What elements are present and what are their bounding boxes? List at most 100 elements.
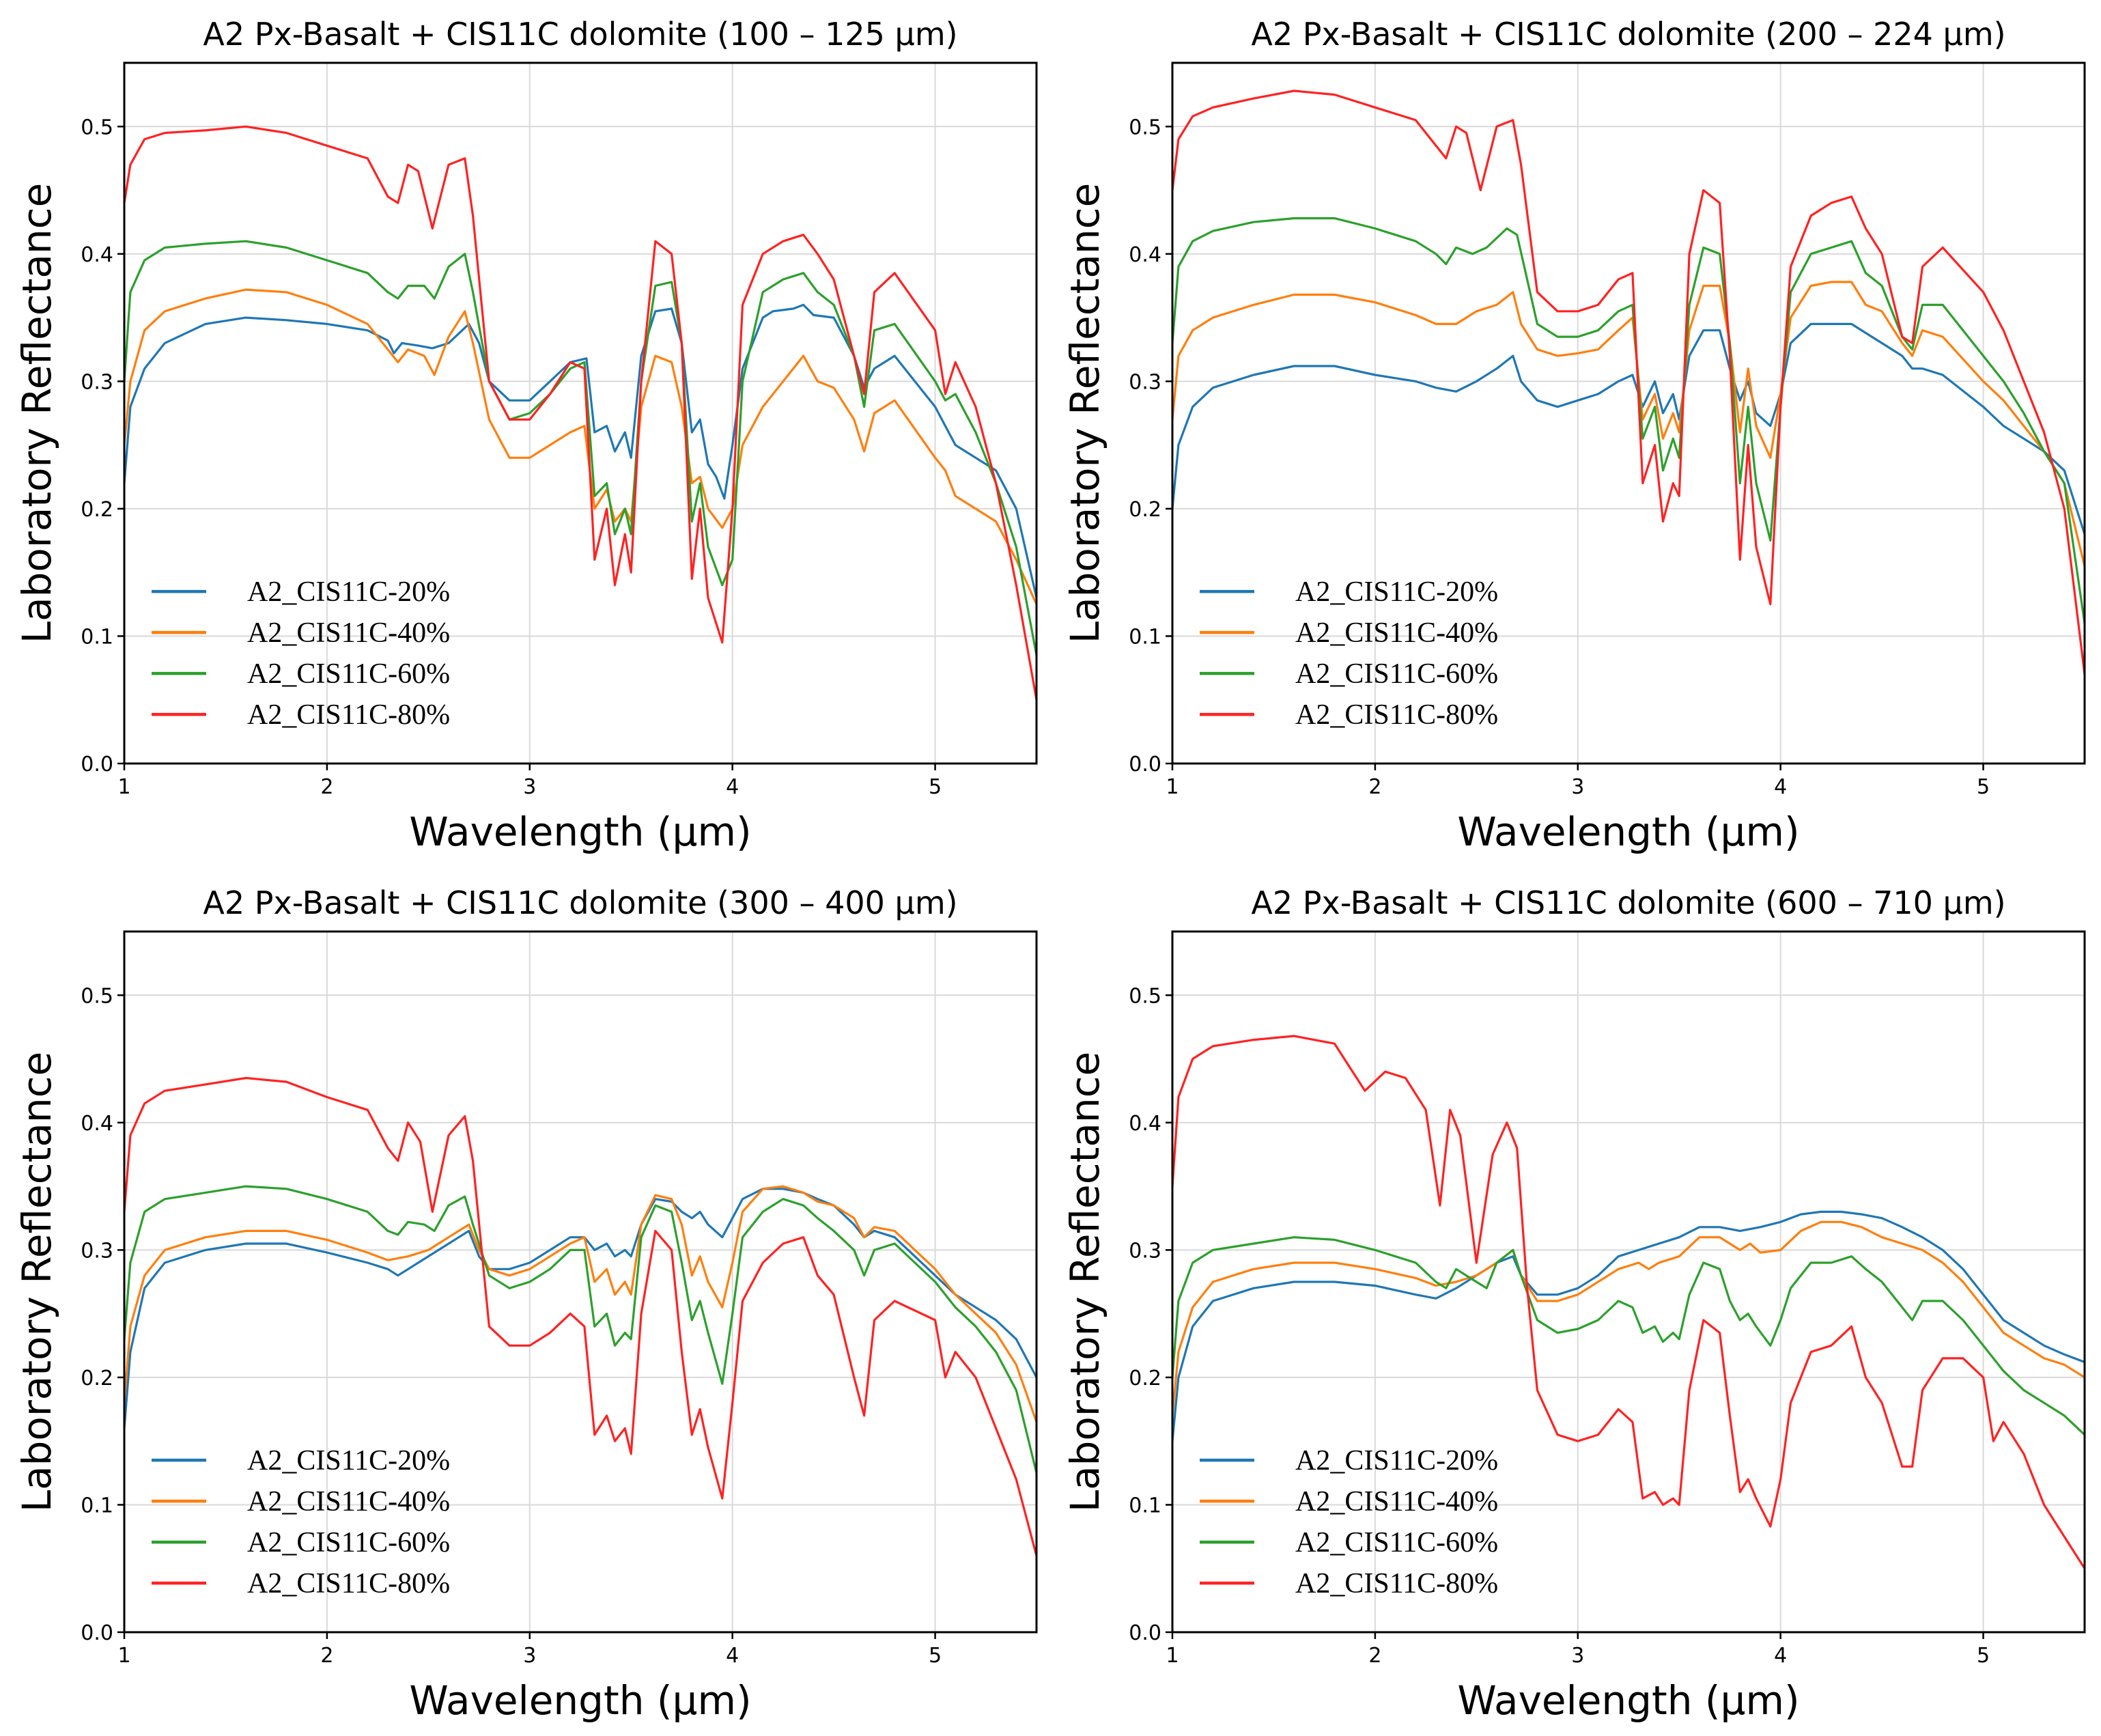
x-tick-label: 5 — [1977, 1644, 1990, 1668]
legend-entry-label: A2_CIS11C-80% — [1295, 699, 1498, 731]
y-tick-label: 0.5 — [81, 115, 113, 139]
x-tick-label: 1 — [117, 1644, 130, 1668]
plot-frame — [1171, 930, 2086, 1634]
series-line-3 — [124, 1185, 1037, 1474]
x-tick-label: 1 — [1166, 775, 1179, 799]
legend-entry-label: A2_CIS11C-20% — [247, 1445, 450, 1476]
x-tick-label: 3 — [523, 775, 536, 799]
series-line-2 — [124, 1185, 1037, 1423]
x-tick-label: 5 — [1977, 775, 1990, 799]
legend-entry-label: A2_CIS11C-80% — [247, 699, 450, 731]
y-tick-label: 0.4 — [81, 1112, 113, 1136]
x-tick-label: 3 — [1571, 1644, 1584, 1668]
x-tick-label: 1 — [1166, 1644, 1179, 1668]
legend-entry-label: A2_CIS11C-60% — [1295, 1527, 1498, 1558]
y-axis-label: Laboratory Reflectance — [14, 1052, 60, 1512]
legend-entry-label: A2_CIS11C-60% — [247, 658, 450, 690]
y-tick-label: 0.5 — [1129, 115, 1161, 139]
y-tick-label: 0.0 — [81, 1621, 113, 1645]
plot-frame — [123, 930, 1038, 1634]
y-tick-label: 0.1 — [81, 1494, 113, 1517]
y-tick-label: 0.0 — [1129, 1621, 1161, 1645]
y-tick-label: 0.1 — [81, 625, 113, 649]
y-tick-label: 0.4 — [81, 243, 113, 267]
y-tick-label: 0.3 — [1129, 1239, 1161, 1263]
series-line-2 — [124, 288, 1037, 606]
plot-frame — [123, 61, 1038, 765]
x-axis-label: Wavelength (μm) — [1457, 809, 1799, 855]
legend-entry-label: A2_CIS11C-80% — [247, 1568, 450, 1599]
chart-title: A2 Px-Basalt + CIS11C dolomite (100 – 12… — [203, 16, 957, 53]
y-tick-label: 0.2 — [1129, 1367, 1161, 1390]
y-axis-label: Laboratory Reflectance — [1062, 1052, 1108, 1512]
chart-panel-3: 1 2 3 4 5 0.0 0.1 0.2 0.3 0.4 0.5 A2 Px-Basalt + CI… — [14, 884, 1038, 1724]
x-axis-label: Wavelength (μm) — [409, 809, 751, 855]
y-tick-label: 0.0 — [1129, 753, 1161, 776]
legend-entry-label: A2_CIS11C-20% — [1295, 576, 1498, 608]
legend-entry-label: A2_CIS11C-40% — [1295, 1486, 1498, 1517]
legend: A2_CIS11C-20% A2_CIS11C-40% A2_CIS11C-60% A… — [152, 576, 450, 731]
legend-entry-label: A2_CIS11C-20% — [247, 576, 450, 608]
x-tick-label: 2 — [1368, 775, 1381, 799]
legend: A2_CIS11C-20% A2_CIS11C-40% A2_CIS11C-60% A… — [152, 1445, 450, 1599]
y-tick-label: 0.4 — [1129, 1112, 1161, 1136]
y-tick-label: 0.2 — [81, 1367, 113, 1390]
legend-entry-label: A2_CIS11C-60% — [1295, 658, 1498, 690]
series-line-1 — [124, 1188, 1037, 1430]
legend: A2_CIS11C-20% A2_CIS11C-40% A2_CIS11C-60% A… — [1200, 1445, 1498, 1599]
y-axis-label: Laboratory Reflectance — [1062, 183, 1108, 643]
y-axis-label: Laboratory Reflectance — [14, 183, 60, 643]
y-tick-label: 0.4 — [1129, 243, 1161, 267]
chart-panel-1: 1 2 3 4 5 0.0 0.1 0.2 0.3 0.4 0.5 A2 Px-Basalt + CI… — [14, 16, 1038, 855]
x-axis-label: Wavelength (μm) — [1457, 1677, 1799, 1724]
x-tick-label: 5 — [929, 1644, 942, 1668]
series-line-2 — [1172, 281, 2085, 568]
plot-frame — [1171, 61, 2086, 765]
series-line-4 — [124, 1076, 1037, 1557]
chart-title: A2 Px-Basalt + CIS11C dolomite (300 – 40… — [203, 884, 957, 921]
x-tick-label: 4 — [726, 775, 739, 799]
legend-entry-label: A2_CIS11C-40% — [1295, 617, 1498, 649]
x-tick-label: 1 — [117, 775, 130, 799]
chart-panel-2: 1 2 3 4 5 0.0 0.1 0.2 0.3 0.4 0.5 A2 Px-Basalt + CI… — [1062, 16, 2086, 855]
series-line-4 — [1172, 1035, 2085, 1570]
chart-title: A2 Px-Basalt + CIS11C dolomite (600 – 71… — [1251, 884, 2005, 921]
legend-entry-label: A2_CIS11C-40% — [247, 617, 450, 649]
legend-entry-label: A2_CIS11C-80% — [1295, 1568, 1498, 1599]
x-tick-label: 4 — [1774, 1644, 1787, 1668]
series-line-1 — [1172, 1210, 2085, 1442]
x-tick-label: 2 — [320, 775, 333, 799]
legend: A2_CIS11C-20% A2_CIS11C-40% A2_CIS11C-60% A… — [1200, 576, 1498, 731]
x-tick-label: 2 — [1368, 1644, 1381, 1668]
y-tick-label: 0.1 — [1129, 1494, 1161, 1517]
legend-entry-label: A2_CIS11C-60% — [247, 1527, 450, 1558]
series-line-3 — [1172, 1236, 2085, 1436]
y-tick-label: 0.3 — [81, 370, 113, 394]
series-line-3 — [1172, 217, 2085, 625]
x-tick-label: 3 — [1571, 775, 1584, 799]
x-tick-label: 4 — [726, 1644, 739, 1668]
chart-title: A2 Px-Basalt + CIS11C dolomite (200 – 22… — [1251, 16, 2005, 53]
series-line-3 — [124, 240, 1037, 656]
legend-entry-label: A2_CIS11C-20% — [1295, 1445, 1498, 1476]
y-tick-label: 0.3 — [1129, 370, 1161, 394]
series-line-2 — [1172, 1220, 2085, 1417]
x-tick-label: 2 — [320, 1644, 333, 1668]
y-tick-label: 0.5 — [1129, 984, 1161, 1008]
y-tick-label: 0.2 — [1129, 498, 1161, 522]
series-line-4 — [124, 125, 1037, 701]
x-tick-label: 3 — [523, 1644, 536, 1668]
y-tick-label: 0.3 — [81, 1239, 113, 1263]
legend-entry-label: A2_CIS11C-40% — [247, 1486, 450, 1517]
x-tick-label: 5 — [929, 775, 942, 799]
series-line-1 — [124, 303, 1037, 600]
chart-panel-4: 1 2 3 4 5 0.0 0.1 0.2 0.3 0.4 0.5 A2 Px-Basalt + CI… — [1062, 884, 2086, 1724]
y-tick-label: 0.1 — [1129, 625, 1161, 649]
series-line-4 — [1172, 89, 2085, 675]
x-axis-label: Wavelength (μm) — [409, 1677, 751, 1724]
series-line-1 — [1172, 322, 2085, 535]
y-tick-label: 0.0 — [81, 753, 113, 776]
y-tick-label: 0.2 — [81, 498, 113, 522]
x-tick-label: 4 — [1774, 775, 1787, 799]
